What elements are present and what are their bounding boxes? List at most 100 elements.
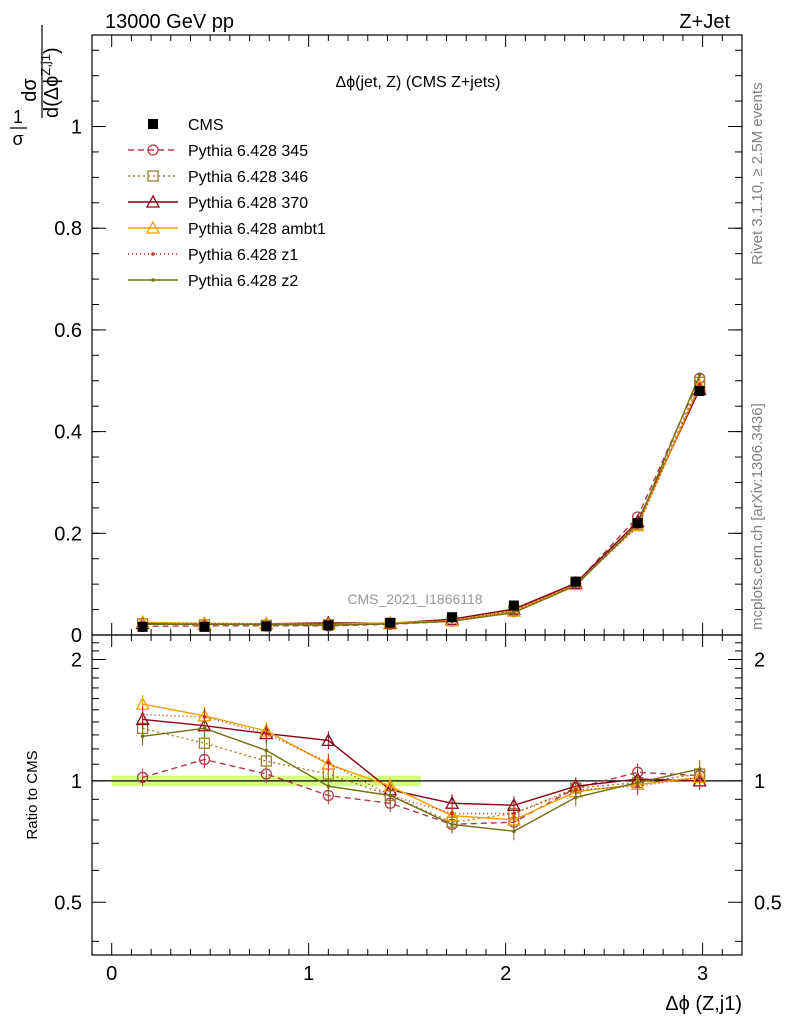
ratio-line bbox=[142, 713, 700, 815]
ratio-point bbox=[202, 715, 207, 719]
ratio-point bbox=[264, 731, 269, 736]
series-pythia-6.428-z1 bbox=[140, 383, 702, 627]
legend-entry: CMS bbox=[148, 117, 224, 134]
ratio-point bbox=[450, 811, 454, 816]
ratio-panel: 0.5 0.5 1 1 2 2 0 1 2 3 bbox=[54, 634, 782, 985]
ratio-series-pythia-6.428-z2 bbox=[140, 719, 702, 841]
y-tick-label: 0.4 bbox=[54, 422, 82, 444]
ratio-point bbox=[326, 760, 331, 765]
panel-frame bbox=[91, 634, 743, 956]
cms-data-point bbox=[385, 617, 396, 628]
series-line bbox=[142, 374, 701, 627]
cms-data-point bbox=[694, 385, 705, 396]
series-line bbox=[142, 377, 701, 628]
svg-text:d(ΔϕZ,j1): d(ΔϕZ,j1) bbox=[38, 47, 63, 118]
cms-data-point bbox=[447, 612, 458, 623]
y-tick-label-right: 2 bbox=[754, 649, 765, 671]
series-line bbox=[142, 382, 701, 627]
x-tick-label: 2 bbox=[500, 963, 511, 985]
legend-label: Pythia 6.428 z1 bbox=[188, 247, 298, 264]
ylabel-dphi: d(Δϕ bbox=[41, 76, 63, 118]
y-tick-label: 0.2 bbox=[54, 523, 82, 545]
data-point bbox=[697, 383, 702, 387]
ylabel-sigma: σ bbox=[12, 129, 23, 149]
legend-marker bbox=[151, 252, 155, 256]
ylabel-close: ) bbox=[41, 47, 63, 54]
cms-data-point bbox=[137, 621, 148, 632]
cms-data-point bbox=[199, 621, 210, 632]
ratio-point bbox=[135, 712, 150, 726]
cms-data-point bbox=[632, 518, 643, 529]
main-y-axis-label: 1 σ dσ d(ΔϕZ,j1) bbox=[10, 25, 63, 149]
ratio-point bbox=[140, 734, 145, 739]
ratio-point bbox=[140, 712, 145, 717]
y-tick-label-right: 0.5 bbox=[754, 892, 782, 914]
cms-data-point bbox=[508, 600, 519, 611]
x-tick-label: 1 bbox=[303, 963, 314, 985]
ratio-series-pythia-6.428-345 bbox=[136, 750, 706, 834]
legend-marker bbox=[147, 144, 159, 156]
legend-entry: Pythia 6.428 z1 bbox=[128, 247, 298, 264]
ylabel-dsigma: dσ bbox=[19, 78, 41, 102]
rivet-version-label: Rivet 3.1.10, ≥ 2.5M events bbox=[749, 83, 766, 266]
main-panel: 0 0.2 0.4 0.6 0.8 1 bbox=[54, 34, 743, 647]
legend-entry: Pythia 6.428 370 bbox=[128, 194, 308, 212]
ratio-series-pythia-6.428-370 bbox=[135, 710, 707, 815]
ratio-point bbox=[136, 771, 149, 784]
ratio-line bbox=[142, 703, 700, 821]
ratio-point bbox=[635, 780, 640, 785]
y-tick-label-right: 1 bbox=[754, 771, 765, 793]
series-cms-data bbox=[137, 385, 705, 632]
legend-label: Pythia 6.428 ambt1 bbox=[188, 221, 326, 238]
y-tick-label: 1 bbox=[71, 117, 82, 139]
ratio-line bbox=[142, 718, 700, 806]
x-tick-label: 0 bbox=[106, 963, 117, 985]
legend-marker bbox=[145, 194, 161, 208]
legend-marker bbox=[145, 220, 161, 234]
legend-entry: Pythia 6.428 345 bbox=[128, 143, 308, 160]
x-tick-label: 3 bbox=[697, 963, 708, 985]
ratio-point bbox=[697, 767, 702, 771]
legend-marker bbox=[151, 278, 155, 282]
ratio-line bbox=[142, 727, 700, 823]
y-tick-label: 0.6 bbox=[54, 320, 82, 342]
ratio-point bbox=[198, 737, 211, 749]
legend-entry: Pythia 6.428 ambt1 bbox=[128, 220, 326, 238]
cms-data-point bbox=[323, 620, 334, 631]
cms-data-point bbox=[261, 621, 272, 632]
header-left-label: 13000 GeV pp bbox=[105, 11, 234, 33]
ylabel-sup: Z,j1 bbox=[38, 54, 53, 76]
y-tick-label: 0.5 bbox=[54, 892, 82, 914]
header-right-label: Z+Jet bbox=[679, 11, 730, 33]
ratio-point bbox=[512, 829, 516, 834]
ratio-point bbox=[321, 733, 336, 747]
legend-label: Pythia 6.428 370 bbox=[188, 195, 308, 212]
ratio-line bbox=[142, 758, 700, 826]
y-tick-label: 1 bbox=[71, 771, 82, 793]
ratio-point bbox=[198, 753, 211, 766]
ratio-point bbox=[326, 784, 331, 789]
ratio-line bbox=[142, 727, 700, 832]
ratio-point bbox=[264, 748, 269, 753]
mcplots-label: mcplots.cern.ch [arXiv:1306.3436] bbox=[749, 403, 766, 630]
chart-title: Δϕ(jet, Z) (CMS Z+jets) bbox=[336, 74, 501, 91]
legend-entry: Pythia 6.428 z2 bbox=[128, 273, 298, 290]
ratio-point bbox=[573, 795, 578, 800]
legend-label: Pythia 6.428 z2 bbox=[188, 273, 298, 290]
ratio-point bbox=[202, 726, 207, 731]
analysis-watermark: CMS_2021_I1866118 bbox=[347, 591, 482, 607]
legend-entry: Pythia 6.428 346 bbox=[128, 169, 308, 186]
series-line bbox=[142, 385, 701, 626]
series-line bbox=[142, 389, 701, 625]
data-point bbox=[697, 372, 702, 377]
cms-data-point bbox=[570, 576, 581, 587]
ratio-y-axis-label: Ratio to CMS bbox=[24, 750, 41, 839]
data-point bbox=[512, 610, 516, 615]
series-pythia-6.428-z2 bbox=[140, 372, 702, 628]
legend-label: Pythia 6.428 346 bbox=[188, 169, 308, 186]
legend-marker bbox=[147, 170, 159, 182]
legend-marker bbox=[148, 119, 158, 129]
legend: CMS Pythia 6.428 345 Pythia 6.428 346 Pythi… bbox=[128, 117, 326, 290]
ylabel-one: 1 bbox=[13, 107, 23, 127]
ratio-point bbox=[388, 793, 393, 798]
